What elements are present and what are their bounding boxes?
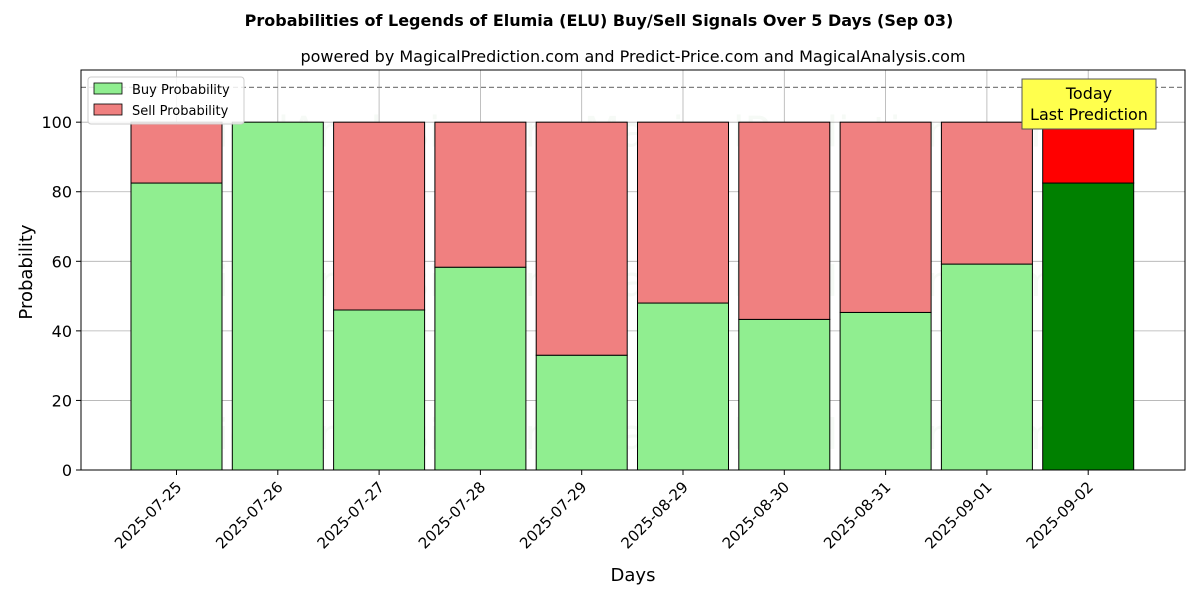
bar-buy — [535, 354, 628, 471]
annotation-box — [1021, 78, 1157, 130]
x-axis-label: Days — [611, 565, 656, 586]
y-tick-label: 40 — [52, 322, 72, 341]
bar-sell — [333, 121, 426, 311]
y-tick-label: 20 — [52, 391, 72, 410]
bar-sell — [839, 121, 932, 313]
bar-sell — [434, 121, 527, 268]
bar-sell — [637, 121, 729, 304]
x-tick-label: 2025-08-29 — [617, 478, 691, 552]
legend-label-buy: Buy Probability — [132, 83, 230, 98]
x-tick-label: 2025-07-27 — [314, 478, 388, 552]
y-axis-label: Probability — [16, 224, 37, 319]
bar-buy — [839, 311, 932, 471]
x-tick-label: 2025-07-25 — [111, 478, 185, 552]
legend-swatch-buy — [93, 82, 123, 95]
bar-buy — [637, 302, 729, 471]
bar-buy — [1042, 182, 1135, 471]
bar-sell — [738, 121, 831, 320]
bar-sell — [535, 121, 628, 356]
bar-buy — [940, 263, 1033, 471]
y-tick-label: 0 — [62, 461, 72, 480]
bar-sell — [940, 121, 1033, 265]
x-tick-label: 2025-09-02 — [1023, 478, 1097, 552]
chart-subtitle: powered by MagicalPrediction.com and Pre… — [300, 47, 965, 66]
bar-buy — [231, 121, 324, 471]
bar-buy — [130, 182, 223, 471]
y-tick-label: 60 — [52, 252, 72, 271]
x-tick-label: 2025-08-30 — [719, 478, 793, 552]
legend-label-sell: Sell Probability — [132, 104, 229, 119]
y-tick-label: 80 — [52, 183, 72, 202]
bars — [130, 121, 1135, 471]
annotation-line-2: Last Prediction — [1030, 105, 1148, 124]
y-tick-label: 100 — [41, 113, 72, 132]
bar-sell — [1042, 121, 1135, 184]
bar-buy — [434, 266, 527, 471]
bar-buy — [333, 309, 426, 471]
bar-sell — [130, 121, 223, 184]
legend: Buy Probability Sell Probability — [87, 76, 245, 125]
legend-frame — [87, 76, 245, 125]
legend-swatch-sell — [93, 103, 123, 116]
x-tick-label: 2025-07-26 — [212, 478, 286, 552]
chart-title: Probabilities of Legends of Elumia (ELU)… — [245, 11, 954, 30]
x-tick-label: 2025-08-31 — [820, 478, 894, 552]
annotation-line-1: Today — [1065, 84, 1112, 103]
x-tick-label: 2025-07-28 — [415, 478, 489, 552]
x-tick-label: 2025-09-01 — [921, 478, 995, 552]
today-annotation: Today Last Prediction — [1021, 78, 1157, 130]
plot-frame — [80, 69, 1186, 471]
x-tick-label: 2025-07-29 — [516, 478, 590, 552]
bar-buy — [738, 318, 831, 471]
